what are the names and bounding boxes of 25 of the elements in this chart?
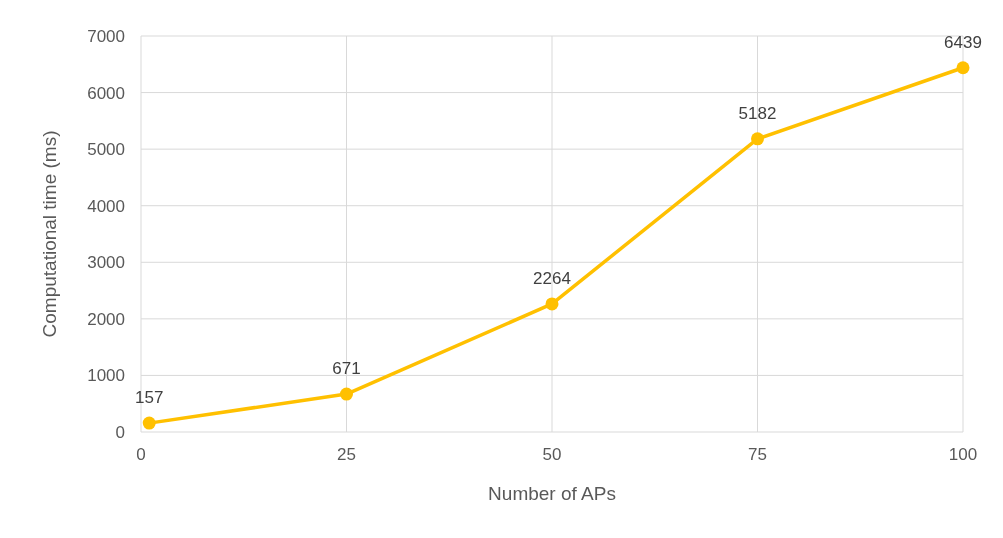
y-tick-label: 6000 bbox=[87, 83, 125, 103]
y-tick-label: 1000 bbox=[87, 366, 125, 386]
point bbox=[545, 297, 559, 311]
y-tick-label: 5000 bbox=[87, 140, 125, 160]
x-axis-title: Number of APs bbox=[488, 483, 616, 504]
x-tick-label: 75 bbox=[748, 445, 767, 464]
y-tick-label: 0 bbox=[115, 422, 125, 442]
point bbox=[956, 61, 970, 75]
x-tick-label: 0 bbox=[136, 445, 146, 464]
x-tick-label: 50 bbox=[542, 445, 562, 464]
data-label: 2264 bbox=[533, 268, 571, 288]
x-tick-label: 25 bbox=[337, 445, 356, 464]
data-label: 157 bbox=[135, 388, 164, 408]
y-tick-label: 3000 bbox=[87, 253, 125, 273]
point bbox=[751, 132, 764, 146]
y-tick-label: 7000 bbox=[87, 26, 125, 46]
point bbox=[340, 387, 353, 401]
data-label: 671 bbox=[332, 359, 361, 379]
y-tick-label: 4000 bbox=[87, 196, 125, 216]
point bbox=[142, 416, 156, 430]
y-tick-label: 2000 bbox=[87, 309, 125, 329]
data-label: 6439 bbox=[944, 32, 982, 52]
data-label: 5182 bbox=[738, 103, 777, 123]
y-axis-title: Computational time (ms) bbox=[39, 130, 60, 338]
x-tick-label: 100 bbox=[948, 445, 978, 464]
